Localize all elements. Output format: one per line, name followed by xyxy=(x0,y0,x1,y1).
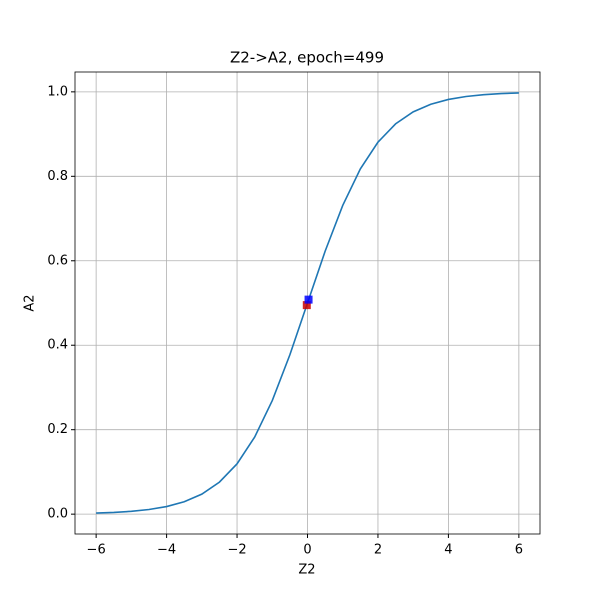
x-tick-label: 4 xyxy=(444,543,452,558)
y-tick-label: 0.6 xyxy=(47,253,68,268)
y-tick-label: 0.8 xyxy=(47,169,68,184)
y-tick-label: 1.0 xyxy=(47,84,68,99)
x-tick-label: −4 xyxy=(157,543,176,558)
y-tick-label: 0.2 xyxy=(47,422,68,437)
marker xyxy=(302,301,311,310)
axes-frame xyxy=(74,71,541,535)
x-tick-label: −2 xyxy=(227,543,246,558)
x-tick-label: 2 xyxy=(374,543,382,558)
y-tick-label: 0.4 xyxy=(47,338,68,353)
chart-title: Z2->A2, epoch=499 xyxy=(230,49,384,67)
x-tick-label: −6 xyxy=(87,543,106,558)
y-axis-label: A2 xyxy=(23,294,38,311)
marker xyxy=(304,295,313,304)
x-axis-label: Z2 xyxy=(298,563,315,578)
x-tick-label: 0 xyxy=(303,543,311,558)
x-tick-label: 6 xyxy=(515,543,523,558)
y-tick-label: 0.0 xyxy=(47,507,68,522)
